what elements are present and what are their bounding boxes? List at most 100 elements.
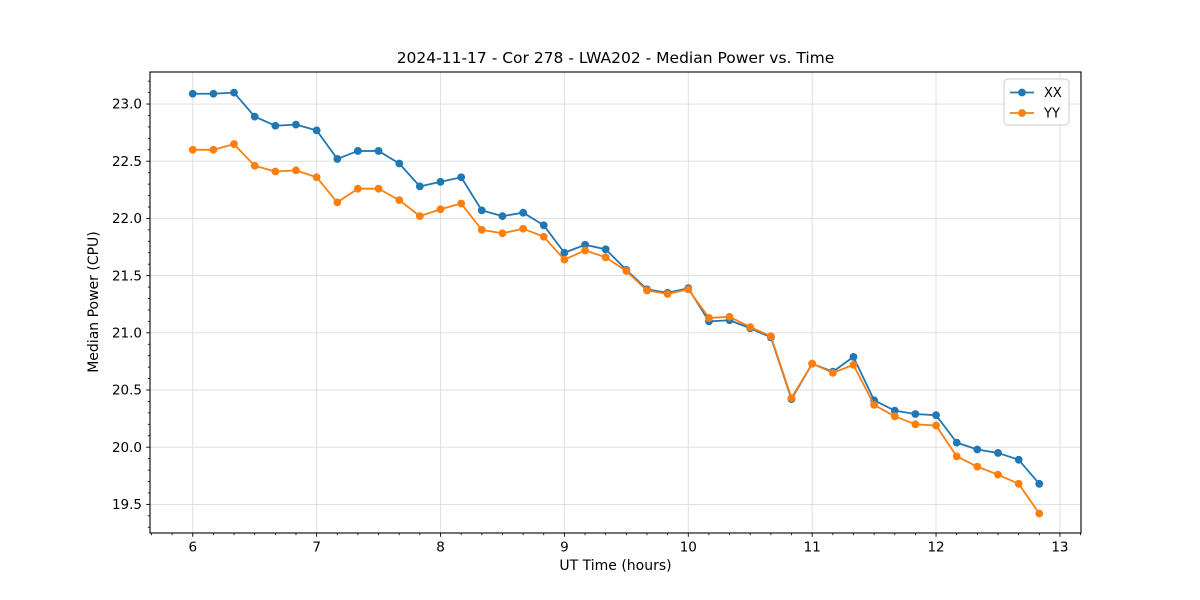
series-yy-marker [932,421,940,430]
series-yy-marker [374,184,383,193]
series-xx-marker [353,147,362,155]
series-yy-marker [746,323,755,331]
series-xx-marker [932,411,940,420]
series-xx-marker [973,445,982,454]
series-yy-marker [250,161,259,170]
x-tick-label-13: 13 [1051,540,1068,556]
series-xx-marker [849,352,858,361]
x-tick-label-12: 12 [927,540,944,556]
series-xx-marker [1014,455,1023,464]
y-axis-label: Median Power (CPU) [86,231,102,373]
series-yy-marker [457,199,466,208]
series-xx-marker [292,120,300,129]
series-yy-marker [1035,509,1044,518]
series-yy-marker [395,196,404,205]
series-yy-marker [705,314,713,322]
series-xx-marker [333,155,342,163]
series-yy-marker [230,140,238,148]
x-tick-label-6: 6 [188,540,197,556]
x-tick-label-10: 10 [680,540,697,556]
series-xx-marker [519,208,528,217]
legend: XX YY [1003,78,1070,126]
series-yy-marker [519,224,528,233]
series-yy-marker [643,286,651,295]
series-xx-marker [581,240,589,249]
series-yy-marker [1014,479,1023,488]
series-xx-marker [415,182,424,191]
series-yy-marker [808,359,817,368]
series-xx-marker [601,245,610,254]
y-tick-label-23.0: 23.0 [112,97,142,113]
series-yy-marker [890,412,899,421]
series-yy-marker [436,205,445,214]
series-yy-marker [870,400,879,409]
series-yy-marker [767,332,775,341]
series-yy-marker [911,420,920,429]
series-yy-marker [663,290,672,298]
series-yy-marker [415,212,424,221]
y-tick-label-19.5: 19.5 [112,497,142,513]
series-yy-marker [271,167,280,176]
series-yy-marker [312,173,321,182]
series-xx-marker [209,89,218,98]
series-yy [188,140,1044,518]
series-xx-marker [230,88,238,97]
series-xx-marker [477,206,486,215]
x-tick-label-8: 8 [436,540,445,556]
series-yy-marker [292,166,300,175]
series-xx-marker [312,126,321,135]
series-xx-marker [374,147,383,155]
x-axis-label: UT Time (hours) [559,558,672,574]
series-yy-marker [353,184,362,193]
y-tick-label-20.0: 20.0 [112,440,142,456]
series-yy-marker [477,225,486,234]
y-tick-label-20.5: 20.5 [112,383,142,399]
series-yy-marker [849,360,858,369]
legend-marker-xx [1018,88,1026,97]
series-yy-marker [560,255,569,264]
legend-entry-yy: YY [1010,107,1060,122]
y-tick-label-22.0: 22.0 [112,211,142,227]
series-xx-marker [952,438,961,447]
series-xx-marker [1035,479,1044,488]
x-tick-label-11: 11 [804,540,821,556]
axes-frame [149,71,1082,534]
legend-label-xx: XX [1044,86,1062,101]
series-yy-marker [994,470,1002,479]
y-tick-label-21.5: 21.5 [112,268,142,284]
chart-title: 2024-11-17 - Cor 278 - LWA202 - Median P… [396,49,835,67]
series-yy-marker [973,462,982,471]
series-yy-marker [952,452,961,461]
series-xx-marker [539,221,548,230]
x-tick-label-9: 9 [560,540,569,556]
series-xx-marker [560,248,569,257]
series-xx-marker [911,410,920,418]
series-yy-marker [622,267,631,275]
series-yy-marker [684,285,693,294]
series-yy-marker [787,394,796,402]
series-xx-marker [436,177,445,186]
series-xx-marker [271,121,280,130]
series-xx-marker [890,406,899,415]
series-yy-marker [209,145,218,154]
y-tick-label-21.0: 21.0 [112,326,142,342]
series-xx-marker [188,89,197,98]
x-tick-label-7: 7 [312,540,321,556]
series-xx-marker [498,212,507,221]
series-xx-marker [457,173,466,182]
series-yy-marker [828,368,837,377]
series-yy-line [191,143,1041,515]
series-xx-marker [395,159,404,168]
series-yy-marker [539,232,548,241]
legend-entry-xx: XX [1010,86,1062,101]
series-xx-marker [994,449,1002,457]
series-xx-marker [250,112,259,121]
series-yy-marker [188,145,197,154]
y-tick-label-22.5: 22.5 [112,154,142,170]
series-yy-marker [333,198,342,207]
series-yy-marker [581,246,589,255]
series-yy-marker [601,253,610,262]
series-yy-marker [498,229,507,238]
